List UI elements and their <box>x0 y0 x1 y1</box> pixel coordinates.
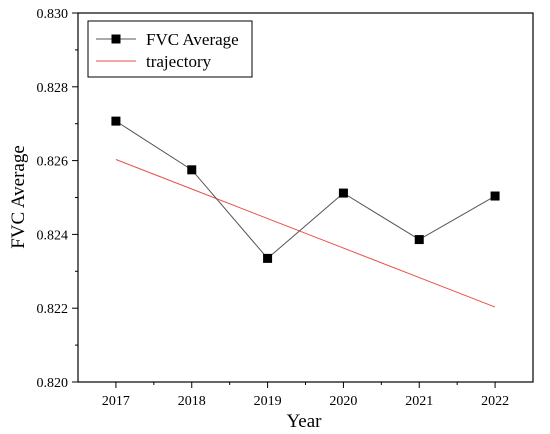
x-tick-label: 2019 <box>254 394 282 409</box>
fvc-average-marker <box>187 165 197 175</box>
fvc-average-marker <box>263 253 273 263</box>
fvc-average-marker <box>490 191 500 201</box>
x-tick-label: 2018 <box>178 394 206 409</box>
fvc-average-line <box>115 120 496 260</box>
x-tick-label: 2020 <box>329 394 357 409</box>
legend-swatch-marker <box>111 34 121 44</box>
y-tick-label: 0.822 <box>37 302 69 317</box>
fvc-average-marker <box>338 188 348 198</box>
fvc-average-marker <box>414 235 424 245</box>
legend-label: trajectory <box>146 52 212 71</box>
y-tick-label: 0.824 <box>37 228 69 243</box>
x-tick-label: 2022 <box>481 394 509 409</box>
trajectory-line <box>115 159 496 308</box>
y-tick-label: 0.830 <box>37 7 69 22</box>
fvc-average-marker <box>111 116 121 126</box>
x-tick-label: 2021 <box>405 394 433 409</box>
x-tick-label: 2017 <box>102 394 130 409</box>
x-axis-title: Year <box>286 411 322 432</box>
legend-box <box>87 20 253 78</box>
y-tick-label: 0.826 <box>37 155 69 170</box>
y-tick-label: 0.820 <box>37 376 69 391</box>
axes-layer: 0.820 0.822 0.824 0.826 0.828 0.830 2017 2018 20… <box>37 7 534 409</box>
plot-layer <box>111 116 500 308</box>
legend: FVC Average trajectory <box>87 20 253 78</box>
y-tick-label: 0.828 <box>37 81 69 96</box>
legend-label: FVC Average <box>146 30 239 49</box>
y-axis-title: FVC Average <box>8 145 29 249</box>
